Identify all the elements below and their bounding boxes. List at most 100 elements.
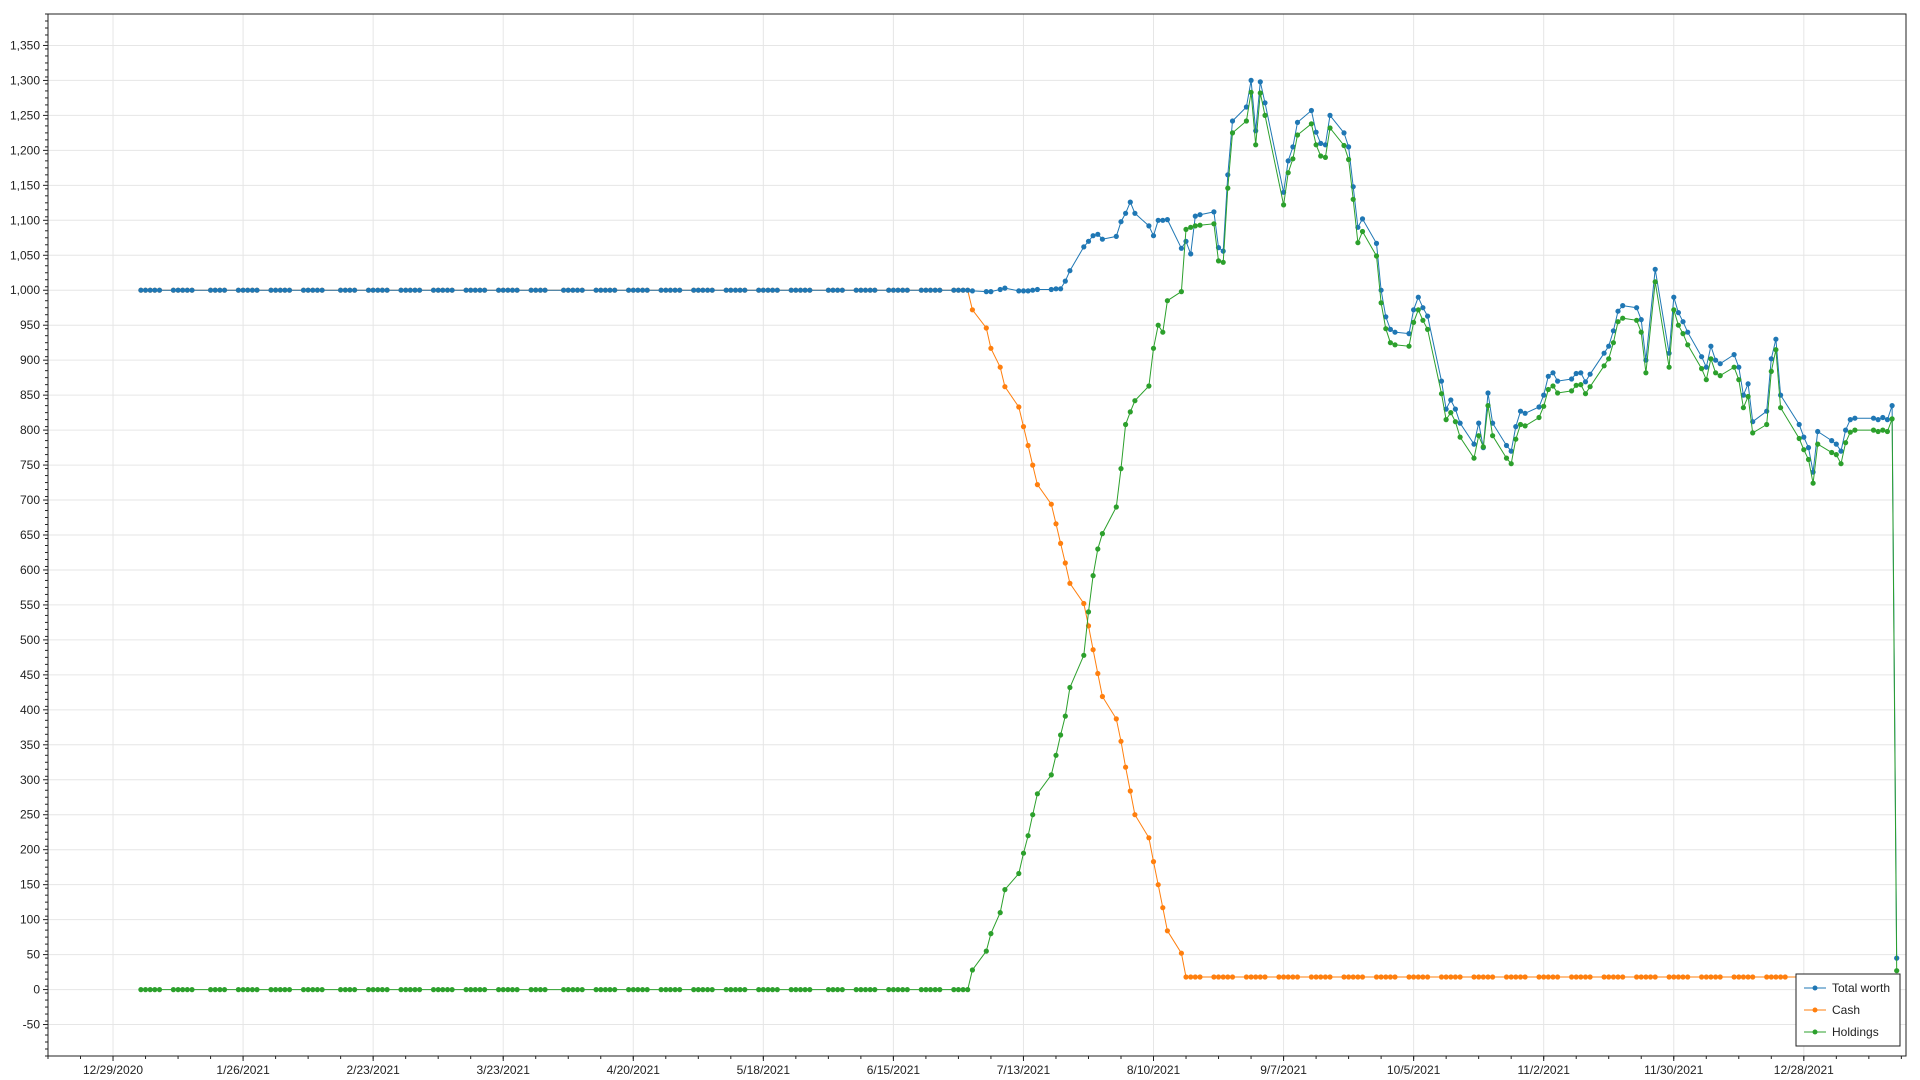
- legend-entry-holdings: Holdings: [1804, 1025, 1879, 1039]
- data-point: [463, 987, 469, 993]
- data-point: [997, 910, 1003, 916]
- data-point: [1805, 456, 1812, 463]
- data-point: [788, 287, 794, 293]
- data-point: [1025, 833, 1031, 839]
- data-point: [1569, 974, 1575, 980]
- data-point: [1425, 326, 1431, 332]
- data-point: [305, 287, 311, 293]
- data-point: [1197, 212, 1203, 218]
- data-point: [1053, 521, 1059, 527]
- data-point: [217, 287, 223, 293]
- data-point: [1085, 609, 1092, 615]
- data-point: [305, 987, 311, 993]
- data-point: [352, 287, 358, 293]
- y-tick-label: 250: [20, 808, 40, 822]
- data-point: [988, 289, 994, 295]
- data-point: [802, 287, 808, 293]
- data-point: [969, 288, 976, 294]
- data-point: [273, 987, 279, 993]
- data-point: [1508, 461, 1514, 467]
- data-point: [1248, 89, 1254, 95]
- data-point: [444, 287, 451, 293]
- data-point: [407, 987, 413, 993]
- data-point: [1359, 228, 1366, 235]
- data-point: [1062, 278, 1068, 284]
- legend-label: Total worth: [1832, 981, 1890, 995]
- data-point: [1034, 482, 1040, 488]
- data-point: [1294, 974, 1301, 980]
- data-point: [667, 287, 674, 293]
- data-point: [1833, 441, 1839, 447]
- data-point: [1355, 974, 1361, 980]
- data-point: [709, 287, 715, 293]
- data-point: [1243, 104, 1249, 110]
- data-point: [1313, 974, 1319, 980]
- data-point: [1573, 382, 1579, 388]
- data-point: [1448, 974, 1454, 980]
- data-point: [937, 987, 943, 993]
- plot-frame: [47, 13, 1907, 1057]
- data-point: [514, 987, 520, 993]
- x-tick-label: 4/20/2021: [607, 1063, 661, 1077]
- data-point: [1750, 974, 1756, 980]
- data-point: [1127, 788, 1133, 794]
- data-point: [1378, 974, 1384, 980]
- data-point: [254, 287, 260, 293]
- data-point: [1541, 403, 1547, 409]
- data-point: [1490, 974, 1496, 980]
- data-point: [1443, 417, 1449, 423]
- data-point: [221, 287, 228, 293]
- data-point: [1048, 501, 1054, 507]
- data-point: [1155, 322, 1161, 328]
- data-point: [1392, 329, 1398, 335]
- data-point: [895, 287, 901, 293]
- data-point: [1675, 310, 1681, 316]
- data-point: [1652, 266, 1658, 272]
- data-point: [509, 287, 516, 293]
- data-point: [1522, 410, 1528, 416]
- data-point: [1638, 317, 1644, 323]
- data-point: [1606, 356, 1612, 362]
- data-point: [1229, 974, 1236, 980]
- data-point: [1392, 342, 1398, 348]
- data-point: [951, 287, 957, 293]
- data-point: [1485, 974, 1491, 980]
- data-point: [1118, 738, 1124, 744]
- data-point: [1178, 950, 1184, 956]
- data-point: [1415, 974, 1421, 980]
- data-point: [1587, 371, 1593, 377]
- y-tick-label: 200: [20, 843, 40, 857]
- data-point: [565, 287, 571, 293]
- data-point: [1508, 448, 1514, 454]
- data-point: [663, 287, 669, 293]
- data-point: [1322, 974, 1328, 980]
- data-point: [347, 987, 353, 993]
- data-point: [1620, 303, 1626, 309]
- data-point: [1095, 670, 1101, 677]
- data-point: [170, 987, 176, 993]
- data-point: [1188, 974, 1194, 980]
- data-point: [1685, 974, 1691, 980]
- data-point: [853, 987, 859, 993]
- data-point: [1411, 974, 1417, 980]
- data-point: [1155, 217, 1161, 223]
- x-tick-label: 12/28/2021: [1774, 1063, 1834, 1077]
- y-tick-label: 1,050: [10, 248, 40, 262]
- data-point: [1192, 223, 1198, 229]
- data-point: [379, 287, 385, 293]
- data-point: [1764, 408, 1770, 414]
- data-point: [1699, 354, 1705, 360]
- data-point: [760, 987, 766, 993]
- data-point: [537, 287, 544, 293]
- data-point: [997, 364, 1003, 370]
- data-point: [1067, 580, 1073, 586]
- y-tick-label: 600: [20, 563, 40, 577]
- legend: Total worth Cash Holdings: [1795, 973, 1901, 1047]
- data-point: [886, 287, 892, 293]
- data-point: [1341, 142, 1347, 149]
- data-point: [728, 987, 734, 993]
- data-point: [277, 987, 283, 993]
- y-tick-label: -50: [23, 1018, 41, 1032]
- data-point: [1652, 279, 1658, 285]
- data-point: [1638, 329, 1644, 335]
